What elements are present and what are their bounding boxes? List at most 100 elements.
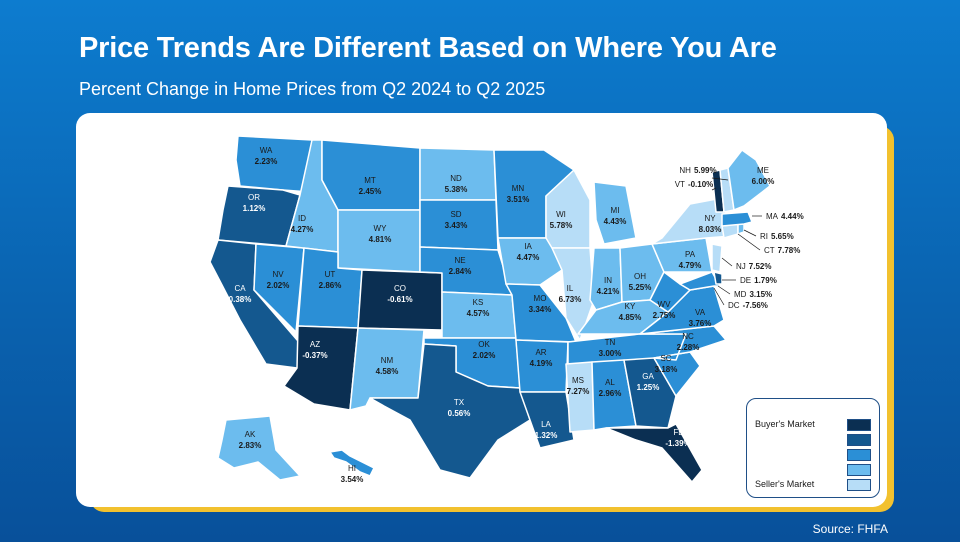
callout-ri: RI 5.65%	[760, 232, 794, 241]
state-ak	[217, 415, 301, 481]
callout-abbr-ri: RI	[760, 232, 768, 241]
state-abbr-in: IN	[604, 276, 612, 285]
state-me	[727, 149, 771, 211]
callout-value-nj: 7.52%	[749, 262, 772, 271]
state-abbr-sc: SC	[660, 354, 671, 363]
state-value-il: 6.73%	[559, 295, 582, 304]
state-value-mt: 2.45%	[359, 187, 382, 196]
state-value-hi: 3.54%	[341, 475, 364, 484]
state-abbr-oh: OH	[634, 272, 646, 281]
state-value-mo: 3.34%	[529, 305, 552, 314]
legend-swatch-4	[847, 464, 871, 476]
state-abbr-nm: NM	[381, 356, 394, 365]
legend-sellers-label: Seller's Market	[755, 479, 815, 489]
state-abbr-me: ME	[757, 166, 769, 175]
callout-de: DE 1.79%	[740, 276, 777, 285]
state-value-nd: 5.38%	[445, 185, 468, 194]
state-abbr-ne: NE	[454, 256, 465, 265]
state-al	[591, 359, 637, 431]
state-mi	[593, 181, 637, 245]
state-value-mn: 3.51%	[507, 195, 530, 204]
state-nj	[711, 243, 723, 273]
source-note: Source: FHFA	[812, 522, 888, 536]
state-tx	[369, 343, 531, 479]
state-abbr-al: AL	[605, 378, 615, 387]
callout-dc: DC -7.56%	[728, 301, 768, 310]
page-title: Price Trends Are Different Based on Wher…	[79, 32, 777, 64]
state-abbr-nd: ND	[450, 174, 462, 183]
state-fl	[605, 423, 703, 483]
state-value-co: -0.61%	[387, 295, 412, 304]
callout-value-ma: 4.44%	[781, 212, 804, 221]
callout-value-de: 1.79%	[754, 276, 777, 285]
state-abbr-sd: SD	[450, 210, 461, 219]
state-value-ks: 4.57%	[467, 309, 490, 318]
state-value-ar: 4.19%	[530, 359, 553, 368]
legend-buyers-label: Buyer's Market	[755, 419, 815, 429]
state-value-wv: 2.75%	[653, 311, 676, 320]
state-nc	[639, 325, 727, 361]
state-value-pa: 4.79%	[679, 261, 702, 270]
state-value-ak: 2.83%	[239, 441, 262, 450]
state-value-wi: 5.78%	[550, 221, 573, 230]
state-value-ok: 2.02%	[473, 351, 496, 360]
state-abbr-mi: MI	[611, 206, 620, 215]
page-subtitle: Percent Change in Home Prices from Q2 20…	[79, 79, 546, 99]
state-abbr-ca: CA	[234, 284, 246, 293]
callout-ct: CT 7.78%	[764, 246, 800, 255]
callout-nh: NH 5.99%	[679, 166, 716, 175]
state-value-ca: 0.38%	[229, 295, 252, 304]
state-abbr-hi: HI	[348, 464, 356, 473]
state-abbr-wa: WA	[260, 146, 273, 155]
state-value-ne: 2.84%	[449, 267, 472, 276]
callout-nj: NJ 7.52%	[736, 262, 771, 271]
state-abbr-ia: IA	[524, 242, 532, 251]
state-ma	[721, 211, 753, 227]
state-abbr-la: LA	[541, 420, 551, 429]
state-value-nc: 2.28%	[677, 343, 700, 352]
state-value-nm: 4.58%	[376, 367, 399, 376]
state-value-tn: 3.00%	[599, 349, 622, 358]
state-abbr-il: IL	[567, 284, 574, 293]
state-value-la: 1.32%	[535, 431, 558, 440]
state-value-nv: 2.02%	[267, 281, 290, 290]
state-value-wy: 4.81%	[369, 235, 392, 244]
state-abbr-az: AZ	[310, 340, 320, 349]
state-value-sd: 3.43%	[445, 221, 468, 230]
state-value-ga: 1.25%	[637, 383, 660, 392]
state-ms	[565, 361, 595, 433]
state-abbr-tx: TX	[454, 398, 465, 407]
state-value-me: 6.00%	[752, 177, 775, 186]
state-ga	[623, 357, 677, 429]
state-value-al: 2.96%	[599, 389, 622, 398]
legend-swatch-5	[847, 479, 871, 491]
callout-abbr-nh: NH	[679, 166, 691, 175]
state-md	[679, 271, 721, 291]
state-abbr-ms: MS	[572, 376, 584, 385]
callout-value-vt: -0.10%	[688, 180, 713, 189]
state-value-az: -0.37%	[302, 351, 327, 360]
state-abbr-pa: PA	[685, 250, 696, 259]
state-abbr-wv: WV	[658, 300, 672, 309]
state-value-ny: 8.03%	[699, 225, 722, 234]
callout-value-ri: 5.65%	[771, 232, 794, 241]
legend-swatch-2	[847, 434, 871, 446]
callout-abbr-ct: CT	[764, 246, 775, 255]
state-abbr-ut: UT	[325, 270, 336, 279]
state-value-ms: 7.27%	[567, 387, 590, 396]
state-value-va: 3.76%	[689, 319, 712, 328]
state-abbr-co: CO	[394, 284, 406, 293]
state-abbr-mt: MT	[364, 176, 376, 185]
callout-abbr-ma: MA	[766, 212, 779, 221]
state-abbr-nc: NC	[682, 332, 694, 341]
state-abbr-ak: AK	[245, 430, 256, 439]
state-abbr-fl: FL	[673, 428, 683, 437]
callout-value-ct: 7.78%	[778, 246, 801, 255]
callout-abbr-dc: DC	[728, 301, 740, 310]
map-legend: Buyer's Market Seller's Market	[746, 398, 880, 498]
state-de	[713, 271, 723, 285]
state-value-ky: 4.85%	[619, 313, 642, 322]
state-abbr-wi: WI	[556, 210, 566, 219]
state-value-fl: -1.39%	[665, 439, 690, 448]
state-abbr-ar: AR	[535, 348, 546, 357]
